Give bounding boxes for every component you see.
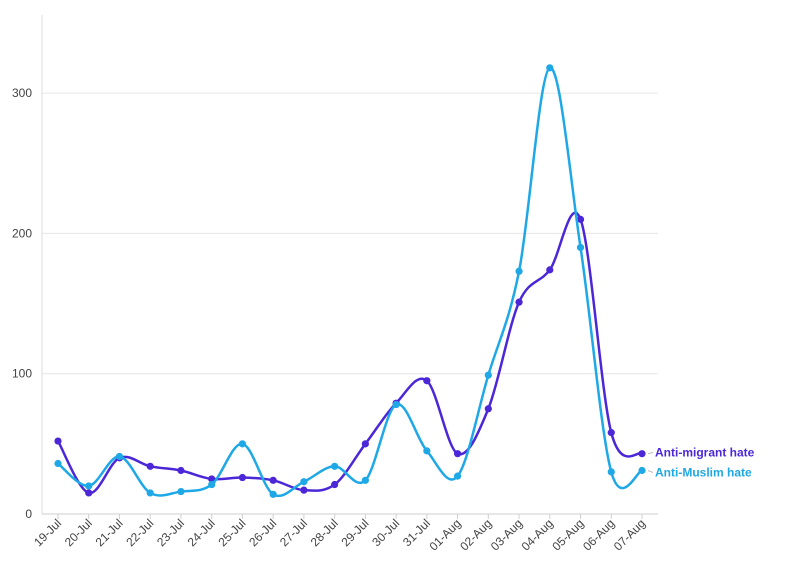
x-tick-label: 01-Aug [426,516,463,553]
data-point [269,476,277,484]
data-point [515,298,523,306]
series-label: Anti-migrant hate [655,446,755,460]
x-tick-labels: 19-Jul20-Jul21-Jul22-Jul23-Jul24-Jul25-J… [31,514,648,553]
data-point [576,243,585,252]
data-point [54,437,62,445]
y-tick-labels: 0 100 200 300 [12,86,32,521]
y-tick-label: 300 [12,86,32,100]
x-tick-label: 04-Aug [519,516,556,553]
data-point [208,475,216,483]
axes [41,15,658,515]
gridlines [42,92,658,375]
data-point [453,450,462,458]
series-line [56,66,644,498]
y-tick-label: 200 [12,226,32,240]
data-point [146,462,154,470]
label-connector [647,470,654,473]
x-tick-label: 05-Aug [549,516,586,553]
y-tick-label: 100 [12,367,32,381]
x-tick-label: 25-Jul [216,516,249,549]
data-point [146,489,154,497]
data-point [361,440,369,448]
data-point [576,215,585,223]
data-point [300,486,308,494]
data-point [515,267,523,275]
data-point [238,440,247,448]
x-tick-label: 29-Jul [338,516,371,549]
series-anti-muslim [54,64,646,498]
label-connector [647,452,654,455]
x-tick-label: 02-Aug [457,516,494,553]
data-point [546,64,554,72]
data-point [85,482,93,490]
series-labels: Anti-migrant hate Anti-Muslim hate [647,446,755,480]
x-tick-label: 24-Jul [185,516,218,549]
data-point [638,466,646,475]
data-point [115,452,124,461]
data-point [638,450,646,458]
data-point [331,480,339,489]
data-point [238,473,247,482]
data-point [484,371,492,379]
data-point [423,447,431,455]
series-line [56,211,644,495]
data-point [607,468,615,476]
x-tick-label: 26-Jul [246,516,279,549]
data-point [177,487,185,496]
data-point [546,266,554,274]
data-point [177,466,185,475]
x-tick-label: 23-Jul [154,516,187,549]
x-tick-label: 03-Aug [488,516,525,553]
x-tick-label: 30-Jul [369,516,402,549]
x-tick-label: 07-Aug [611,516,648,553]
data-point [484,405,492,413]
data-point [392,400,400,409]
data-point [269,490,277,498]
data-point [331,462,339,470]
data-point [607,429,615,437]
series-label: Anti-Muslim hate [655,466,752,480]
data-point [361,476,369,484]
x-tick-label: 19-Jul [31,516,64,549]
data-point [54,459,62,468]
x-tick-label: 20-Jul [62,516,95,549]
series-group [54,64,646,498]
x-tick-label: 27-Jul [277,516,310,549]
x-tick-label: 22-Jul [123,516,156,549]
data-point [300,478,308,486]
series-anti-migrant [54,211,646,497]
data-point [453,472,462,480]
data-point [208,480,216,489]
x-tick-label: 21-Jul [93,516,126,549]
data-point [423,377,431,385]
x-tick-label: 06-Aug [580,516,617,553]
y-tick-label: 0 [25,507,32,521]
x-tick-label: 28-Jul [308,516,341,549]
data-point [85,489,93,497]
